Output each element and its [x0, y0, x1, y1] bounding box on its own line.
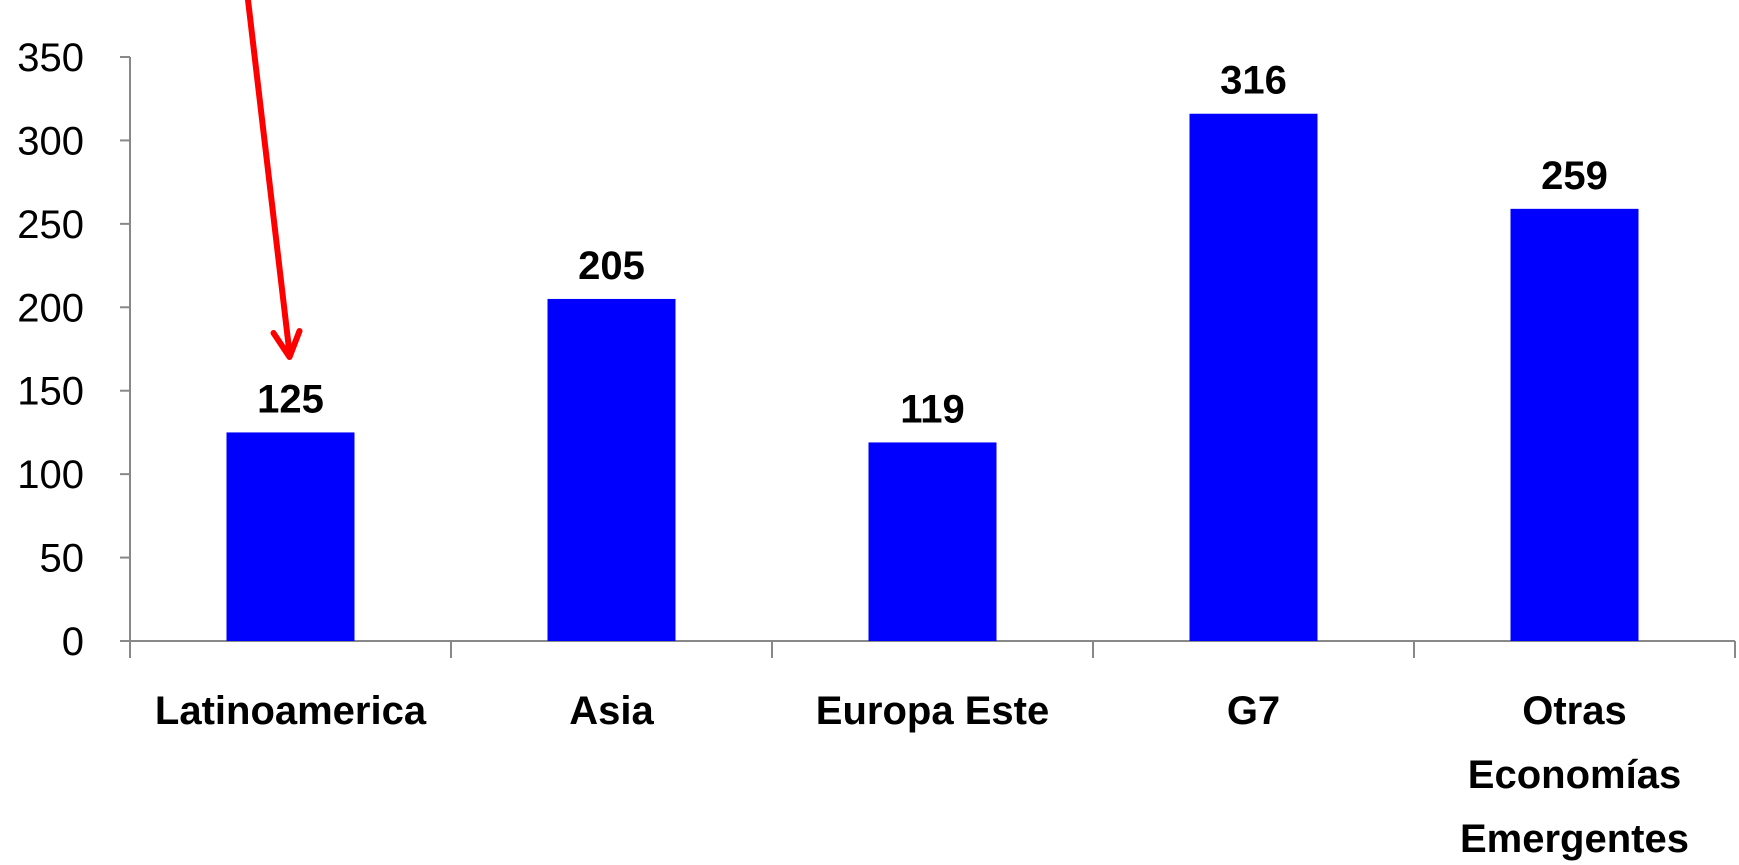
x-tick-label: Asia [569, 689, 654, 733]
x-axis: Latinoamerica Asia Europa Este G7 Otras Econo… [129, 640, 1736, 861]
data-label: 119 [900, 387, 965, 431]
bar [226, 432, 355, 641]
y-tick-label: 300 [17, 119, 84, 163]
y-tick-label: 200 [17, 286, 84, 330]
y-tick-label: 100 [17, 453, 84, 497]
data-label: 205 [578, 244, 645, 288]
annotations [245, 0, 303, 360]
bar [868, 442, 997, 641]
y-tick-label: 0 [62, 620, 84, 664]
data-label: 316 [1220, 59, 1287, 103]
bars: 125 205 119 316 259 [226, 59, 1639, 641]
y-tick-label: 250 [17, 203, 84, 247]
y-tick-label: 350 [17, 36, 84, 80]
annotation-arrow-line [245, 0, 293, 356]
y-axis: 0 50 100 150 200 250 300 350 [17, 36, 131, 664]
x-tick-label: G7 [1227, 689, 1280, 733]
y-tick-label: 150 [17, 370, 84, 414]
bar [1510, 208, 1639, 641]
data-label: 259 [1541, 154, 1608, 198]
x-tick-label: Europa Este [816, 689, 1049, 733]
x-tick-label: Otras Economías Emergentes [1460, 689, 1689, 861]
bar [547, 298, 676, 641]
x-tick-label: Latinoamerica [155, 689, 427, 733]
bar [1189, 113, 1318, 641]
annotation-arrow-head [270, 328, 303, 360]
y-tick-label: 50 [40, 537, 85, 581]
data-label: 125 [257, 377, 324, 421]
